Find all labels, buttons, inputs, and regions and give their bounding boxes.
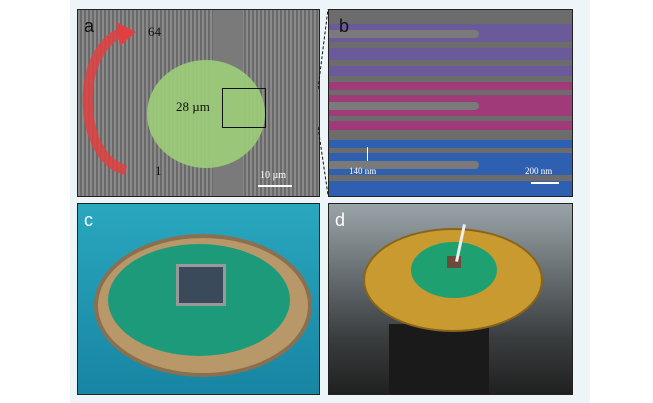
panel-label: d [335,210,346,230]
scale-bar [531,182,559,184]
red-arrow [82,22,136,175]
scale-bar-label: 10 µm [260,170,287,181]
index-label-bottom: 1 [155,163,162,178]
wiring [389,324,489,394]
gap-arrow [367,147,368,161]
finger [329,161,479,169]
panel-label: b [339,16,350,36]
gap [329,60,572,66]
diameter-label: 28 µm [176,99,210,114]
index-label-top: 64 [148,24,161,39]
green-active-area [147,60,265,168]
panel-c-photo: c [77,203,320,395]
gap [329,148,572,153]
gap [329,42,572,48]
panel-b-sem-image: b 140 nm 200 nm [328,9,573,197]
zoom-box [222,88,266,128]
gap [329,116,572,121]
scale-bar [258,185,292,187]
zoom-lines [318,9,329,195]
panel-d-photo: d [328,203,573,395]
finger [329,30,479,38]
sample [447,256,461,268]
panel-label: a [84,16,95,36]
gap-label: 140 nm [349,166,377,176]
finger [329,102,479,110]
panel-label: c [84,210,93,230]
gap [329,90,572,95]
chip [176,264,226,306]
gap [329,175,572,181]
green-pcb [411,242,497,298]
scale-bar-label: 200 nm [525,166,553,176]
panel-a-sem-image: a 64 1 28 µm 10 µm [77,9,320,197]
